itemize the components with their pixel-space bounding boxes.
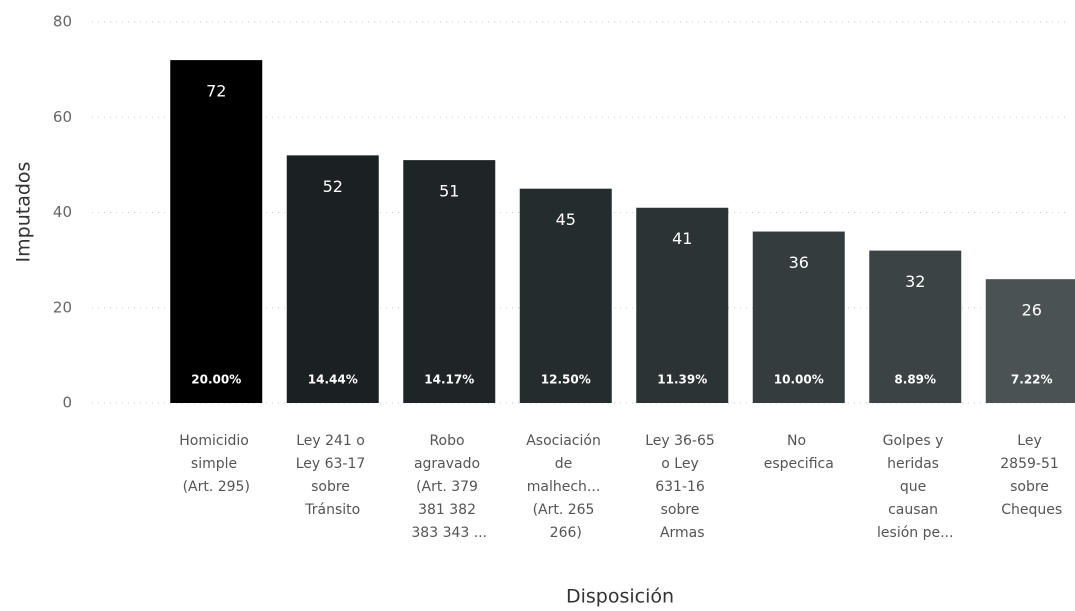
- value-label: 72: [206, 82, 226, 101]
- share-label: 10.00%: [774, 373, 824, 387]
- x-tick-label: Robo agravado (Art. 379 381 382 383 343 …: [411, 433, 487, 541]
- y-axis-label: Imputados: [13, 162, 35, 263]
- bar: [985, 279, 1075, 403]
- share-label: 14.44%: [308, 373, 358, 387]
- value-label: 26: [1022, 301, 1042, 320]
- value-label: 36: [789, 253, 809, 272]
- bar: [519, 188, 612, 403]
- y-tick-label: 20: [53, 298, 72, 316]
- x-tick-label: Ley 2859-51 sobre Cheques: [1000, 433, 1063, 518]
- share-label: 12.50%: [541, 373, 591, 387]
- share-label: 20.00%: [191, 373, 241, 387]
- y-tick-label: 0: [62, 394, 72, 412]
- x-tick-label: Asociación de malhech... (Art. 265 266): [526, 433, 605, 541]
- bar: [170, 60, 263, 403]
- share-label: 11.39%: [657, 373, 707, 387]
- x-tick-label: Homicidio simple (Art. 295): [179, 433, 253, 495]
- value-label: 32: [905, 272, 925, 291]
- value-label: 52: [323, 177, 343, 196]
- bar: [286, 155, 379, 403]
- x-axis-label: Disposición: [566, 586, 674, 608]
- y-tick-label: 60: [53, 108, 72, 126]
- share-label: 14.17%: [424, 373, 474, 387]
- value-label: 51: [439, 182, 459, 201]
- x-tick-label: No especifica: [764, 433, 834, 472]
- y-tick-label: 80: [53, 13, 72, 31]
- x-tick-label: Golpes y heridas que causan lesión pe...: [877, 433, 953, 541]
- value-label: 45: [556, 210, 576, 229]
- bar: [752, 231, 845, 403]
- value-label: 41: [672, 229, 692, 248]
- bar: [403, 160, 496, 403]
- bar: [636, 207, 729, 403]
- share-label: 7.22%: [1011, 373, 1053, 387]
- bar: [869, 250, 962, 403]
- y-tick-label: 40: [53, 203, 72, 221]
- x-tick-label: Ley 36-65 o Ley 631-16 sobre Armas: [645, 433, 719, 541]
- share-label: 8.89%: [894, 373, 936, 387]
- x-tick-label: Ley 241 o Ley 63-17 sobre Tránsito: [296, 433, 370, 518]
